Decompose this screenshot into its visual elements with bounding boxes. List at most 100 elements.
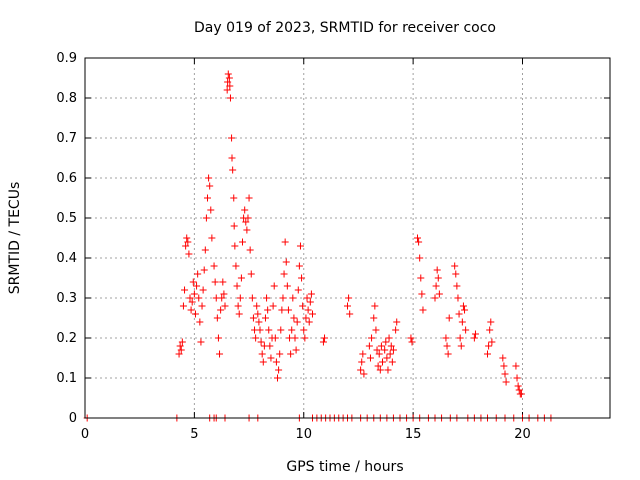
data-point <box>193 282 201 290</box>
data-point <box>201 246 209 254</box>
data-point <box>218 294 226 302</box>
y-tick-label: 0.7 <box>56 131 77 146</box>
data-point <box>372 326 380 334</box>
data-point <box>278 306 286 314</box>
data-point <box>281 238 289 246</box>
data-point <box>194 270 202 278</box>
data-point <box>205 174 213 182</box>
data-point <box>269 302 277 310</box>
data-point <box>445 314 453 322</box>
data-point <box>237 274 245 282</box>
data-point <box>298 274 306 282</box>
data-point <box>263 294 271 302</box>
data-point <box>190 290 198 298</box>
data-point <box>226 82 234 90</box>
data-point <box>300 326 308 334</box>
data-point <box>254 310 262 318</box>
data-point <box>416 254 424 262</box>
data-point <box>256 326 264 334</box>
data-point <box>271 334 279 342</box>
data-point <box>294 286 302 294</box>
data-point <box>456 334 464 342</box>
data-point <box>487 318 495 326</box>
data-point <box>186 294 194 302</box>
data-point <box>461 306 469 314</box>
x-tick-label: 5 <box>190 427 198 442</box>
data-point <box>376 366 384 374</box>
data-point <box>177 346 185 354</box>
data-point <box>241 206 249 214</box>
data-point <box>358 358 366 366</box>
data-point <box>321 334 329 342</box>
data-point <box>432 282 440 290</box>
data-point <box>275 366 283 374</box>
data-point <box>457 342 465 350</box>
x-tick-label: 0 <box>81 427 89 442</box>
y-tick-label: 0.6 <box>56 171 77 186</box>
data-point <box>385 334 393 342</box>
data-point <box>359 350 367 358</box>
data-point <box>248 294 256 302</box>
x-tick-label: 20 <box>514 427 531 442</box>
data-point <box>261 314 269 322</box>
data-points-layer <box>83 70 555 422</box>
data-point <box>291 334 299 342</box>
data-point <box>389 346 397 354</box>
data-point <box>221 302 229 310</box>
data-point <box>453 282 461 290</box>
data-point <box>388 358 396 366</box>
x-tick-label: 15 <box>405 427 422 442</box>
data-point <box>414 234 421 242</box>
data-point <box>292 346 300 354</box>
data-point <box>244 214 252 222</box>
data-point <box>484 350 491 358</box>
data-point <box>243 226 251 234</box>
data-point <box>211 278 219 286</box>
data-point <box>272 358 280 366</box>
data-point <box>288 326 296 334</box>
y-axis-label: SRMTID / TECUs <box>7 182 23 295</box>
data-point <box>213 314 221 322</box>
data-point <box>270 282 278 290</box>
data-point <box>216 350 224 358</box>
y-tick-label: 0.3 <box>56 291 77 306</box>
data-point <box>224 70 232 78</box>
data-point <box>501 370 509 378</box>
data-point <box>188 298 196 306</box>
data-point <box>431 294 439 302</box>
data-point <box>386 350 394 358</box>
data-point <box>377 342 385 350</box>
data-point <box>235 310 243 318</box>
data-point <box>214 334 222 342</box>
data-point <box>306 298 314 306</box>
data-point <box>488 338 496 346</box>
data-point <box>307 290 315 298</box>
data-point <box>303 294 311 302</box>
data-point <box>179 302 187 310</box>
data-point <box>189 278 197 286</box>
data-point <box>384 366 392 374</box>
data-point <box>198 302 206 310</box>
data-point <box>290 314 298 322</box>
data-point <box>219 278 227 286</box>
data-point <box>392 326 400 334</box>
x-tick-label: 10 <box>295 427 312 442</box>
data-point <box>433 266 441 274</box>
data-point <box>418 290 426 298</box>
data-point <box>455 310 463 318</box>
data-point <box>462 326 470 334</box>
data-point <box>210 262 218 270</box>
data-point <box>202 214 210 222</box>
data-point <box>217 306 225 314</box>
data-point <box>345 294 353 302</box>
data-point <box>207 206 215 214</box>
data-point <box>230 222 238 230</box>
data-point <box>470 334 478 342</box>
data-point <box>304 306 312 314</box>
data-point <box>393 318 401 326</box>
data-point <box>258 350 266 358</box>
data-point <box>267 354 275 362</box>
data-point <box>515 386 523 394</box>
data-point <box>276 350 284 358</box>
